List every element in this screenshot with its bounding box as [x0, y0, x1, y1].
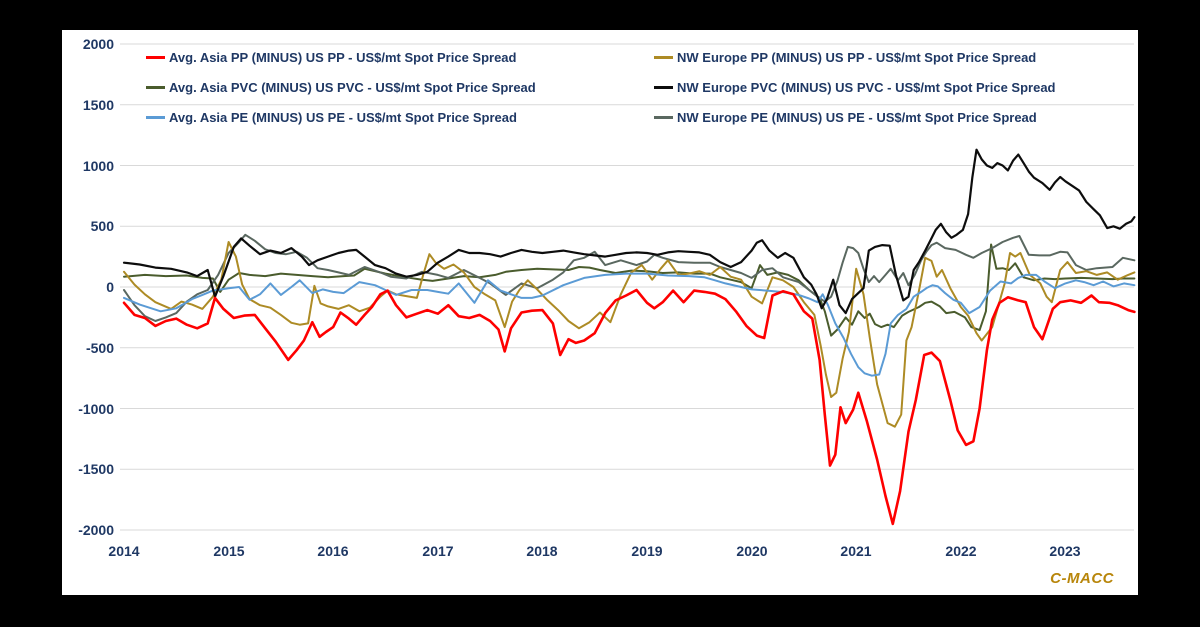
x-tick-label: 2020: [736, 543, 768, 559]
legend-item-asia-pe: Avg. Asia PE (MINUS) US PE - US$/mt Spot…: [146, 109, 517, 125]
legend-item-asia-pp: Avg. Asia PP (MINUS) US PP - US$/mt Spot…: [146, 49, 516, 65]
legend-marker-asia-pp: [146, 55, 165, 59]
legend-item-asia-pvc: Avg. Asia PVC (MINUS) US PVC - US$/mt Sp…: [146, 79, 536, 95]
spread-line-chart: [120, 43, 1136, 531]
y-tick-label: -2000: [78, 522, 114, 538]
legend-item-nweu-pe: NW Europe PE (MINUS) US PE - US$/mt Spot…: [654, 109, 1037, 125]
legend-label: NW Europe PVC (MINUS) US PVC - US$/mt Sp…: [677, 79, 1056, 95]
legend-item-nweu-pp: NW Europe PP (MINUS) US PP - US$/mt Spot…: [654, 49, 1036, 65]
legend-item-nweu-pvc: NW Europe PVC (MINUS) US PVC - US$/mt Sp…: [654, 79, 1056, 95]
y-tick-label: -500: [85, 340, 114, 356]
x-tick-label: 2014: [108, 543, 140, 559]
y-tick-label: 2000: [82, 36, 114, 52]
x-tick-label: 2017: [422, 543, 454, 559]
x-tick-label: 2016: [317, 543, 349, 559]
x-tick-label: 2019: [631, 543, 663, 559]
legend-label: NW Europe PP (MINUS) US PP - US$/mt Spot…: [677, 49, 1037, 65]
x-tick-label: 2015: [213, 543, 245, 559]
series-avg-asia-pp-minus-us-pp: [122, 288, 1136, 526]
legend-label: NW Europe PE (MINUS) US PE - US$/mt Spot…: [677, 109, 1037, 125]
series-nw-europe-pp-minus-us-pp: [123, 241, 1136, 428]
legend-marker-asia-pe: [146, 115, 165, 119]
chart-area: 2000 1500 1000 500 0 -500 -1000 -1500 -2000 2014…: [62, 30, 1138, 595]
y-tick-label: -1500: [78, 461, 114, 477]
legend-label: Avg. Asia PP (MINUS) US PP - US$/mt Spot…: [169, 49, 517, 65]
legend-label: Avg. Asia PVC (MINUS) US PVC - US$/mt Sp…: [169, 79, 536, 95]
y-tick-label: 0: [106, 279, 114, 295]
x-tick-label: 2023: [1049, 543, 1081, 559]
y-tick-label: 1000: [82, 158, 114, 174]
series-avg-asia-pvc-minus-us-pvc: [123, 243, 1136, 337]
series-nw-europe-pvc-minus-us-pvc: [122, 148, 1136, 315]
y-tick-label: -1000: [78, 401, 114, 417]
x-tick-label: 2018: [526, 543, 558, 559]
x-tick-label: 2021: [840, 543, 872, 559]
c-macc-watermark: C-MACC: [1050, 570, 1114, 587]
legend-label: Avg. Asia PE (MINUS) US PE - US$/mt Spot…: [169, 109, 517, 125]
x-tick-label: 2022: [945, 543, 977, 559]
legend-marker-nweu-pp: [654, 55, 673, 59]
series-avg-asia-pe-minus-us-pe: [123, 272, 1136, 377]
legend-marker-nweu-pe: [654, 115, 673, 119]
y-tick-label: 1500: [82, 97, 114, 113]
legend-marker-asia-pvc: [146, 85, 165, 89]
y-tick-label: 500: [90, 218, 114, 234]
legend-marker-nweu-pvc: [654, 85, 673, 89]
